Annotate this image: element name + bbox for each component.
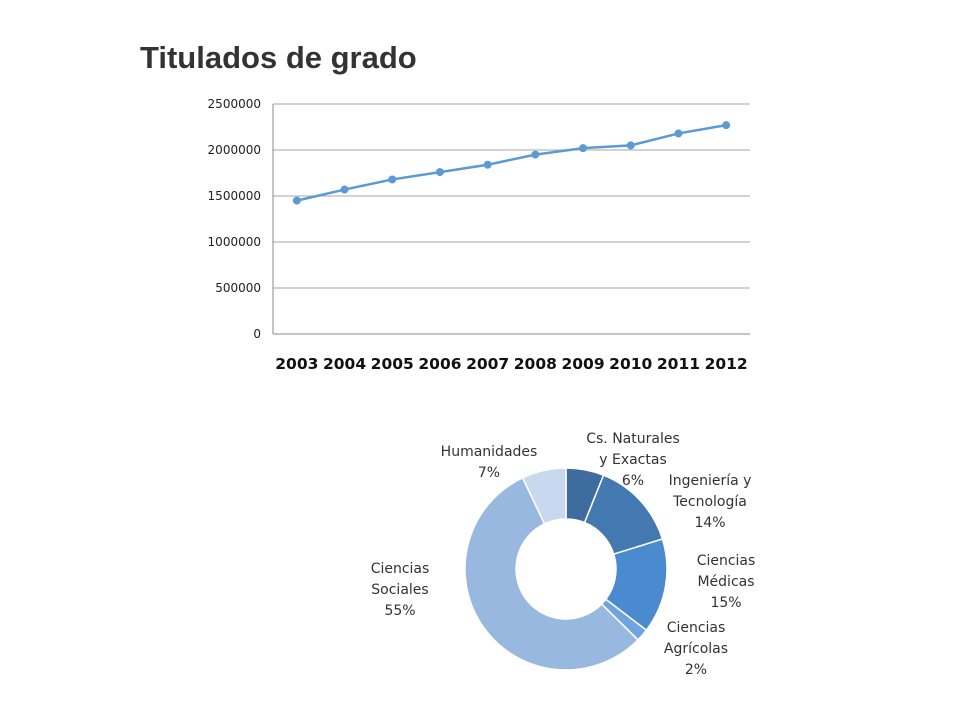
x-tick-label: 2010 bbox=[609, 355, 652, 373]
x-tick-label: 2012 bbox=[705, 355, 748, 373]
slice-label-line: 2% bbox=[685, 662, 707, 678]
data-point bbox=[674, 129, 683, 138]
slice-label-line: Cs. Naturales bbox=[586, 431, 680, 447]
y-tick-label: 1500000 bbox=[208, 189, 261, 203]
slice-label: Humanidades 7% bbox=[441, 444, 538, 481]
x-tick-label: 2011 bbox=[657, 355, 700, 373]
slice-label: Cs. Naturales y Exactas 6% bbox=[586, 431, 680, 489]
data-point bbox=[579, 144, 588, 153]
slice-label: Ciencias Médicas 15% bbox=[697, 553, 756, 611]
x-tick-label: 2008 bbox=[514, 355, 557, 373]
data-point bbox=[722, 121, 731, 130]
data-point bbox=[531, 150, 540, 159]
x-tick-label: 2005 bbox=[371, 355, 414, 373]
donut-chart: Cs. Naturales y Exactas 6% Ingeniería y Tecn… bbox=[371, 431, 756, 678]
slice-label-line: 6% bbox=[622, 473, 644, 489]
slice-label-line: Agrícolas bbox=[664, 641, 728, 657]
chart-title: Titulados de grado bbox=[140, 40, 417, 75]
y-tick-label: 2000000 bbox=[208, 143, 261, 157]
x-tick-label: 2009 bbox=[561, 355, 604, 373]
data-point bbox=[292, 196, 301, 205]
slice-label-line: Humanidades bbox=[441, 444, 538, 460]
slice-label-line: Médicas bbox=[697, 574, 754, 590]
data-point bbox=[388, 175, 397, 184]
slice-label-line: Ingeniería y bbox=[669, 473, 752, 489]
slice-label-line: Ciencias bbox=[697, 553, 756, 569]
slice-label: Ciencias Sociales 55% bbox=[371, 561, 430, 619]
slice-label-line: Tecnología bbox=[672, 494, 747, 510]
series-line bbox=[296, 123, 727, 202]
x-tick-label: 2004 bbox=[323, 355, 366, 373]
donut-slice bbox=[521, 467, 567, 525]
y-tick-label: 500000 bbox=[215, 281, 261, 295]
slice-label-line: Sociales bbox=[371, 582, 428, 598]
x-tick-label: 2007 bbox=[466, 355, 509, 373]
data-point bbox=[483, 160, 492, 169]
slice-label-line: Ciencias bbox=[371, 561, 430, 577]
data-point bbox=[435, 168, 444, 177]
slice-label-line: 15% bbox=[710, 595, 741, 611]
slice-label: Ciencias Agrícolas 2% bbox=[664, 620, 728, 678]
line-chart: 0 500000 1000000 1500000 2000000 2500000 2003 2… bbox=[208, 97, 750, 373]
donut-slice bbox=[464, 476, 640, 671]
slice-label: Ingeniería y Tecnología 14% bbox=[669, 473, 752, 531]
y-tick-label: 0 bbox=[253, 327, 261, 341]
x-tick-label: 2006 bbox=[418, 355, 461, 373]
slice-label-line: y Exactas bbox=[599, 452, 667, 468]
slice-label-line: 14% bbox=[694, 515, 725, 531]
x-tick-label: 2003 bbox=[275, 355, 318, 373]
slice-label-line: 55% bbox=[384, 603, 415, 619]
data-point bbox=[626, 141, 635, 150]
y-tick-label: 2500000 bbox=[208, 97, 261, 111]
slice-label-line: 7% bbox=[478, 465, 500, 481]
slice-label-line: Ciencias bbox=[667, 620, 726, 636]
y-tick-label: 1000000 bbox=[208, 235, 261, 249]
data-point bbox=[340, 185, 349, 194]
